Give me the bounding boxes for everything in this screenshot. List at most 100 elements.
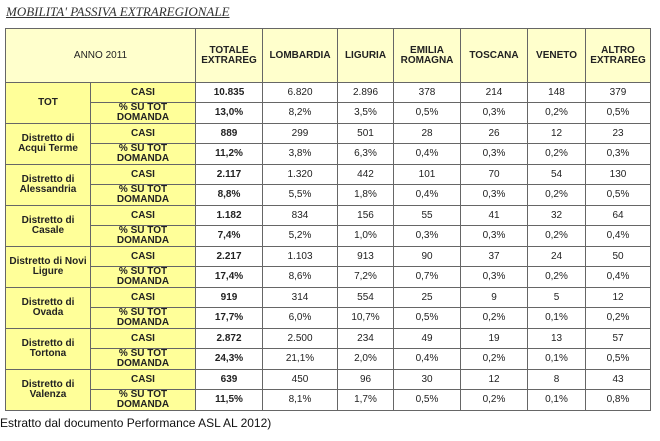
column-header: LIGURIA (337, 28, 394, 83)
data-cell: 1,8% (337, 184, 394, 206)
data-cell: 0,4% (585, 225, 651, 247)
data-cell: 0,5% (585, 102, 651, 124)
data-cell: 0,3% (460, 225, 528, 247)
table-row: Distretto di Alessandria CASI 2.117 1.320 44… (5, 164, 651, 206)
data-cell: 0,4% (393, 184, 461, 206)
data-cell: 0,3% (460, 266, 528, 288)
data-cell: 0,1% (527, 307, 586, 329)
group-label: Distretto di Acqui Terme (5, 123, 91, 165)
row-label: % SU TOT DOMANDA (90, 389, 196, 411)
corner-cell: ANNO 2011 (5, 28, 196, 83)
data-cell: 8 (527, 369, 586, 390)
table-row: % SU TOT DOMANDA 13,0% 8,2% 3,5% 0,5% 0,3% 0,2… (6, 102, 651, 124)
data-cell: 2.117 (195, 164, 263, 185)
data-cell: 13,0% (195, 102, 263, 124)
data-cell: 90 (393, 246, 461, 267)
column-header: VENETO (527, 28, 586, 83)
row-label: % SU TOT DOMANDA (90, 225, 196, 247)
data-cell: 43 (585, 369, 651, 390)
table-row: % SU TOT DOMANDA 8,8% 5,5% 1,8% 0,4% 0,3% 0,2%… (6, 184, 651, 206)
data-cell: 13 (527, 328, 586, 349)
data-cell: 6,3% (337, 143, 394, 165)
table-row: % SU TOT DOMANDA 17,7% 6,0% 10,7% 0,5% 0,2% 0,… (6, 307, 651, 329)
data-cell: 156 (337, 205, 394, 226)
data-cell: 12 (527, 123, 586, 144)
data-cell: 2,0% (337, 348, 394, 370)
data-cell: 450 (262, 369, 338, 390)
data-cell: 834 (262, 205, 338, 226)
data-cell: 8,1% (262, 389, 338, 411)
table-row: TOT CASI 10.835 6.820 2.896 378 214 148 379 (5, 82, 651, 124)
row-label: % SU TOT DOMANDA (90, 184, 196, 206)
data-cell: 1,7% (337, 389, 394, 411)
data-cell: 0,2% (527, 143, 586, 165)
column-header: LOMBARDIA (262, 28, 338, 83)
data-cell: 12 (585, 287, 651, 308)
data-cell: 0,3% (460, 102, 528, 124)
data-cell: 12 (460, 369, 528, 390)
column-header: EMILIA ROMAGNA (393, 28, 461, 83)
data-cell: 2.217 (195, 246, 263, 267)
group-label: Distretto di Tortona (5, 328, 91, 370)
data-cell: 314 (262, 287, 338, 308)
data-cell: 0,2% (527, 225, 586, 247)
table-row: Distretto di Acqui Terme CASI 889 299 501 28 2… (5, 123, 651, 165)
data-cell: 25 (393, 287, 461, 308)
table-row: Distretto di Casale CASI 1.182 834 156 55 41 32… (5, 205, 651, 247)
data-cell: 234 (337, 328, 394, 349)
data-cell: 639 (195, 369, 263, 390)
table-row: % SU TOT DOMANDA 24,3% 21,1% 2,0% 0,4% 0,2% 0,… (6, 348, 651, 370)
data-cell: 3,5% (337, 102, 394, 124)
data-cell: 554 (337, 287, 394, 308)
data-cell: 54 (527, 164, 586, 185)
data-cell: 0,2% (460, 348, 528, 370)
data-cell: 0,4% (393, 143, 461, 165)
table-row: Distretto di Valenza CASI 639 450 96 30 12 8 43 (5, 369, 651, 411)
data-cell: 7,2% (337, 266, 394, 288)
column-header: TOTALE EXTRAREG (195, 28, 263, 83)
data-cell: 8,2% (262, 102, 338, 124)
data-cell: 501 (337, 123, 394, 144)
group-label: Distretto di Valenza (5, 369, 91, 411)
data-cell: 24 (527, 246, 586, 267)
table-row: Distretto di Tortona CASI 2.872 2.500 234 49 1… (5, 328, 651, 370)
data-cell: 6,0% (262, 307, 338, 329)
row-label: CASI (90, 123, 196, 144)
data-cell: 64 (585, 205, 651, 226)
row-label: CASI (90, 287, 196, 308)
data-cell: 6.820 (262, 82, 338, 103)
data-cell: 10,7% (337, 307, 394, 329)
row-label: % SU TOT DOMANDA (90, 348, 196, 370)
data-cell: 0,1% (527, 389, 586, 411)
data-cell: 57 (585, 328, 651, 349)
column-header: ALTRO EXTRAREG (585, 28, 651, 83)
caption: Estratto dal documento Performance ASL A… (0, 416, 272, 430)
group-label: Distretto di Alessandria (5, 164, 91, 206)
group-label: Distretto di Casale (5, 205, 91, 247)
data-cell: 24,3% (195, 348, 263, 370)
data-cell: 0,4% (393, 348, 461, 370)
data-cell: 1.103 (262, 246, 338, 267)
data-cell: 50 (585, 246, 651, 267)
data-cell: 21,1% (262, 348, 338, 370)
data-cell: 889 (195, 123, 263, 144)
data-cell: 1.320 (262, 164, 338, 185)
table-body: TOT CASI 10.835 6.820 2.896 378 214 148 379 % SU … (5, 82, 651, 411)
table-row: % SU TOT DOMANDA 11,2% 3,8% 6,3% 0,4% 0,3% 0,2… (6, 143, 651, 165)
data-cell: 919 (195, 287, 263, 308)
title: MOBILITA' PASSIVA EXTRAREGIONALE (6, 4, 230, 19)
data-cell: 913 (337, 246, 394, 267)
data-cell: 0,8% (585, 389, 651, 411)
data-cell: 9 (460, 287, 528, 308)
data-cell: 10.835 (195, 82, 263, 103)
data-cell: 2.872 (195, 328, 263, 349)
data-cell: 26 (460, 123, 528, 144)
data-cell: 0,1% (527, 348, 586, 370)
data-cell: 0,2% (527, 266, 586, 288)
data-cell: 70 (460, 164, 528, 185)
data-cell: 101 (393, 164, 461, 185)
table-row: Distretto di Novi Ligure CASI 2.217 1.103 91… (5, 246, 651, 288)
data-cell: 17,7% (195, 307, 263, 329)
data-cell: 0,7% (393, 266, 461, 288)
